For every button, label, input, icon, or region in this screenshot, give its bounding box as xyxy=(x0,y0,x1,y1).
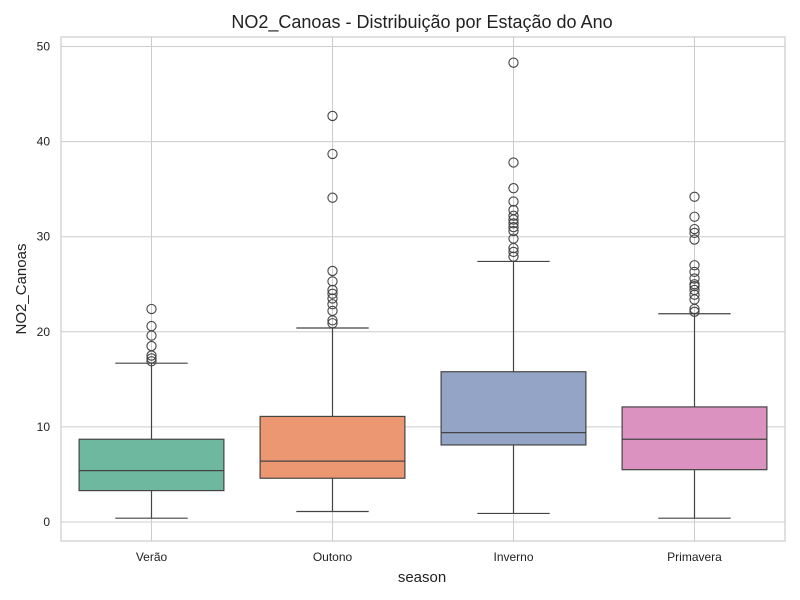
outlier-point xyxy=(327,192,338,203)
x-tick-labels: Verão Outono Inverno Primavera xyxy=(136,550,722,564)
iqr-box xyxy=(78,438,225,492)
box-group-inverno xyxy=(440,57,587,515)
plot-frame xyxy=(60,36,786,542)
outlier-point xyxy=(146,320,157,332)
box-group-outono xyxy=(259,110,406,513)
y-tick-label: 0 xyxy=(43,515,50,529)
outlier-point xyxy=(327,305,338,317)
x-tick-label: Outono xyxy=(313,550,353,564)
iqr-box xyxy=(621,406,768,471)
outlier-point xyxy=(508,196,519,207)
outlier-point xyxy=(327,293,338,304)
y-tick-label: 10 xyxy=(37,420,51,434)
outlier-point xyxy=(689,279,700,290)
outlier-point xyxy=(689,306,700,317)
x-tick-label: Verão xyxy=(136,550,168,564)
outlier-point xyxy=(327,284,338,296)
outlier-point xyxy=(327,288,338,299)
outlier-point xyxy=(689,234,700,245)
outlier-point xyxy=(146,303,157,315)
outlier-point xyxy=(508,222,519,233)
outlier-point xyxy=(508,57,519,68)
outlier-point xyxy=(508,210,519,221)
outlier-point xyxy=(146,353,157,364)
box-layer xyxy=(78,57,768,519)
outlier-point xyxy=(689,191,700,202)
outlier-point xyxy=(327,276,338,287)
outlier-point xyxy=(508,225,519,237)
outlier-point xyxy=(327,265,338,277)
outlier-point xyxy=(508,218,519,229)
outlier-point xyxy=(508,183,519,194)
iqr-box xyxy=(440,371,587,446)
outlier-point xyxy=(146,356,157,367)
outlier-point xyxy=(689,260,700,271)
outlier-point xyxy=(508,246,519,258)
outlier-point xyxy=(689,273,700,284)
y-tick-label: 20 xyxy=(37,325,51,339)
y-tick-label: 40 xyxy=(37,135,51,149)
y-tick-label: 30 xyxy=(37,230,51,244)
outlier-point xyxy=(689,211,700,222)
y-tick-label: 50 xyxy=(37,40,51,54)
box-group-primavera xyxy=(621,191,768,519)
outlier-point xyxy=(508,204,519,216)
outlier-point xyxy=(508,251,519,262)
outlier-point xyxy=(689,284,700,296)
outlier-point xyxy=(689,289,700,300)
outlier-point xyxy=(689,266,700,278)
outlier-point xyxy=(689,227,700,239)
outlier-point xyxy=(327,318,338,329)
y-tick-labels: 0 10 20 30 40 50 xyxy=(37,40,51,529)
x-axis-label: season xyxy=(398,569,446,586)
outlier-point xyxy=(689,223,700,235)
x-tick-label: Inverno xyxy=(493,550,533,564)
outlier-point xyxy=(146,340,157,352)
y-axis-label: NO2_Canoas xyxy=(13,244,30,335)
x-tick-label: Primavera xyxy=(667,550,722,564)
box-group-verao xyxy=(78,303,225,519)
outlier-point xyxy=(327,110,338,122)
outlier-point xyxy=(327,148,338,160)
outlier-point xyxy=(508,233,519,244)
chart-title: NO2_Canoas - Distribuição por Estação do… xyxy=(231,12,612,33)
iqr-box xyxy=(259,415,406,479)
outlier-point xyxy=(327,299,338,310)
outlier-point xyxy=(508,157,519,168)
